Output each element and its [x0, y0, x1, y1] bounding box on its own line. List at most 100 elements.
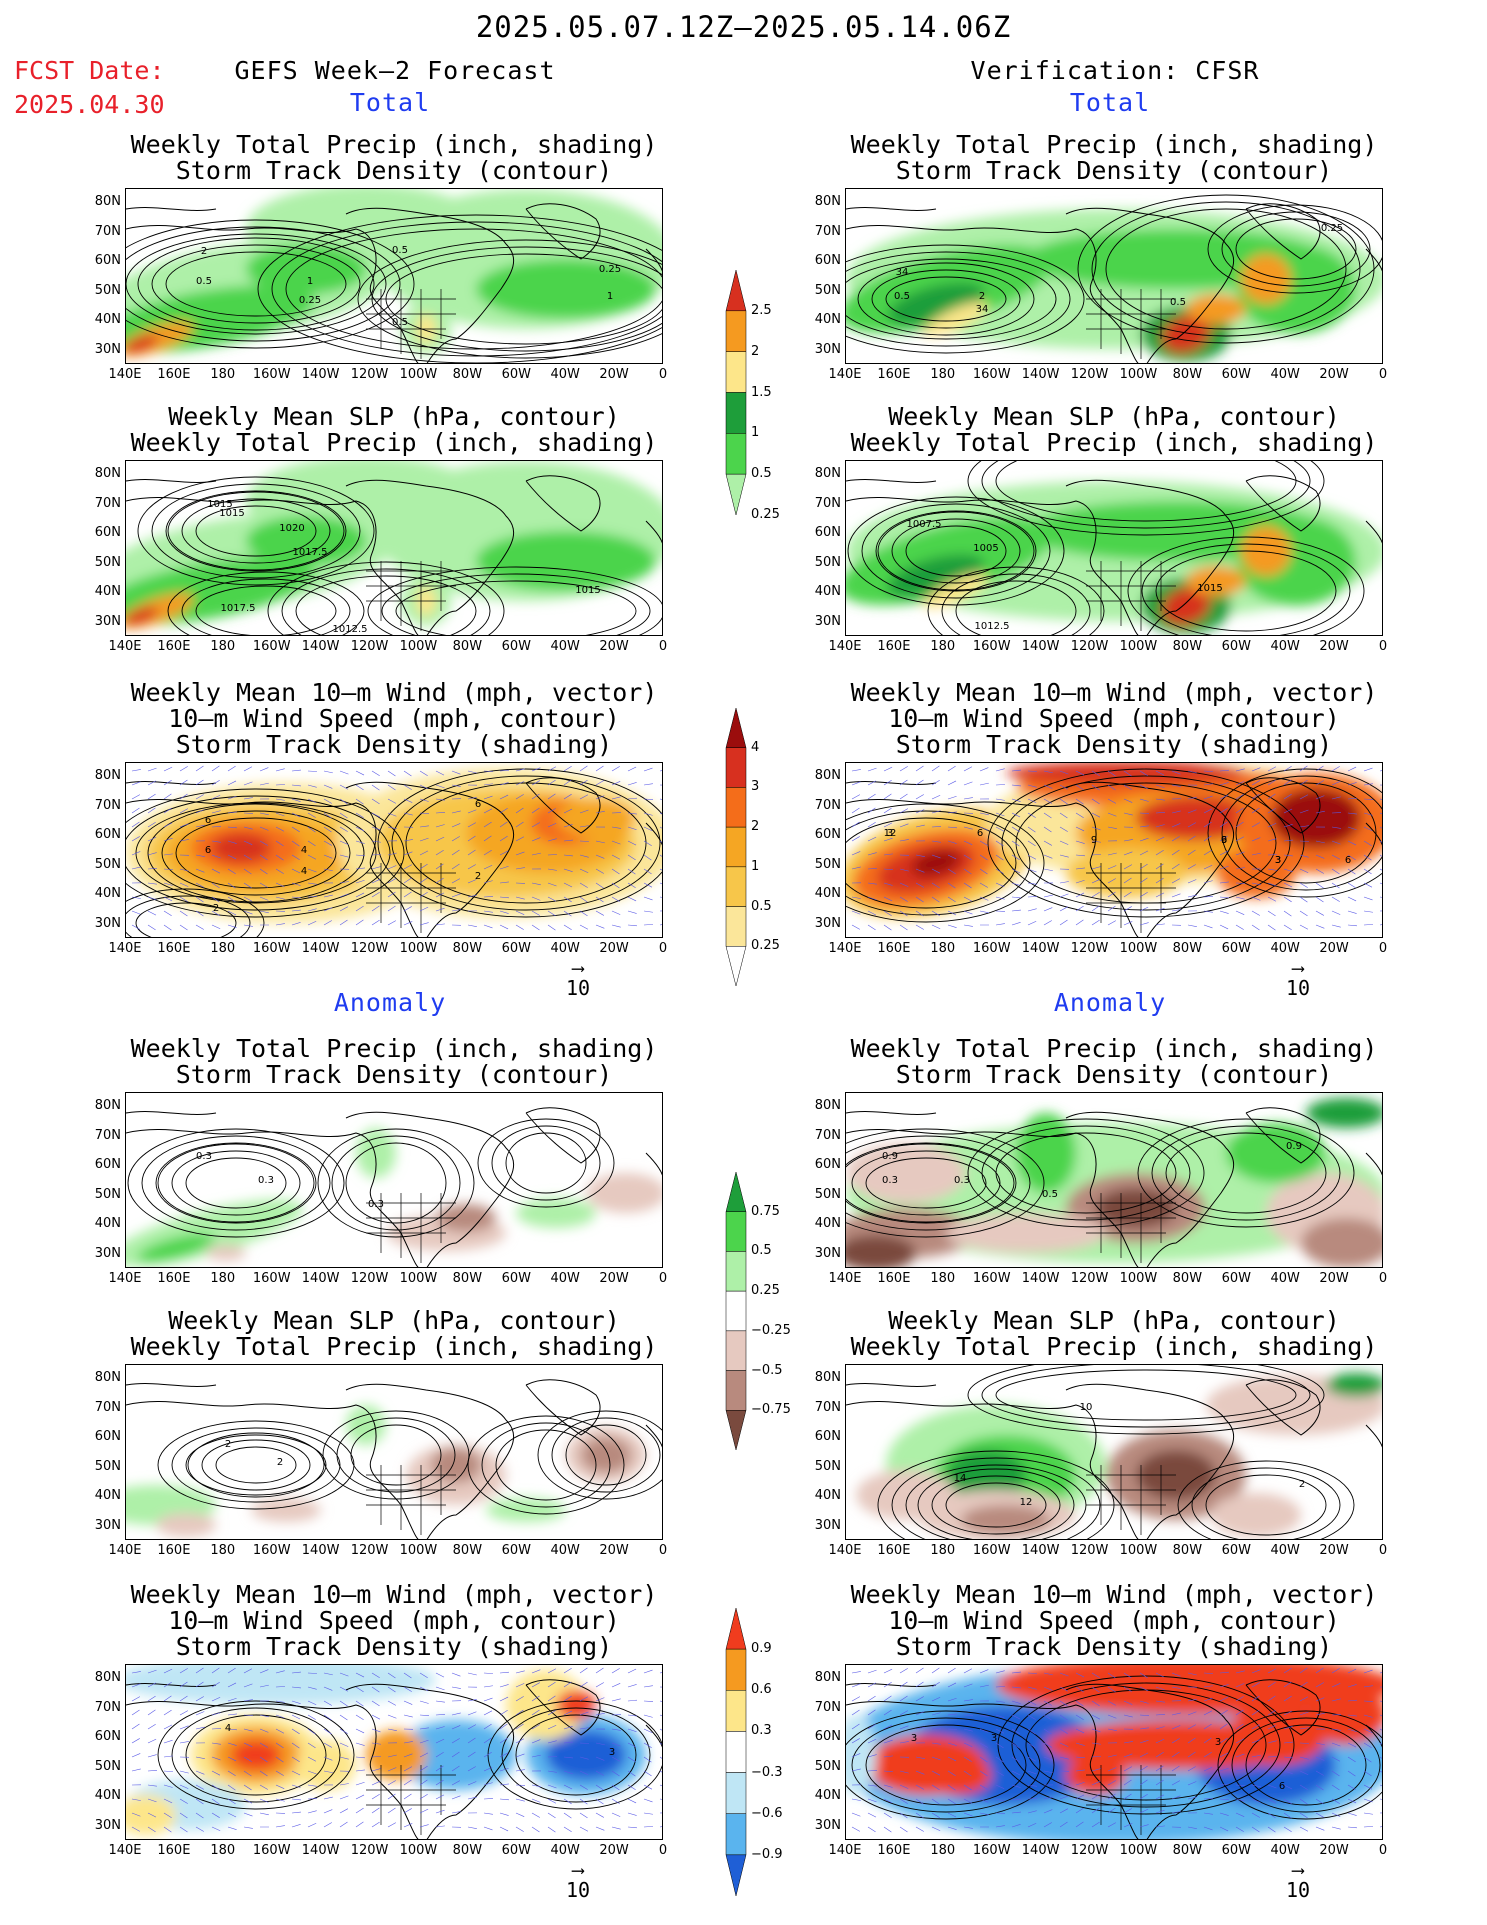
gefs-wanom-lat-label: 60N	[94, 1729, 121, 1744]
cfsr-wind-wind-vector	[1091, 854, 1101, 856]
cfsr-wanom-wind-vector	[1187, 1672, 1197, 1676]
gefs-wanom-lon-label: 40W	[550, 1843, 580, 1858]
cfsr-wanom-wind-vector	[899, 1798, 908, 1804]
gefs-wind-contour	[126, 888, 265, 937]
gefs-wind-wind-vector	[211, 910, 220, 916]
cfsr-wind-wind-vector	[963, 797, 973, 800]
gefs-wanom-wind-vector	[595, 1826, 605, 1831]
gefs-wind-wind-vector	[499, 821, 508, 828]
cfsr-wanom-wind-vector	[1347, 1826, 1357, 1829]
gefs-wind-wind-vector	[147, 780, 157, 786]
cfsr-wind-lon-label: 120W	[1070, 941, 1109, 956]
cfsr-wanom-wind-vector	[1139, 1779, 1148, 1786]
gefs-wanom-wind-vector	[179, 1741, 189, 1744]
cfsr-wanom-wind-vector	[851, 1738, 860, 1744]
cfsr-wanom-wind-vector	[931, 1696, 941, 1702]
cfsr-wind-wind-vector	[931, 868, 941, 874]
cfsr-sanom-contour	[1191, 1467, 1341, 1539]
cfsr-wind-wind-vector	[1091, 798, 1100, 805]
cfsr-wanom-wind-vector	[1091, 1714, 1101, 1720]
storm_anom-colorbar-segment	[725, 1608, 747, 1650]
cfsr-wanom-wind-vector	[1235, 1812, 1245, 1817]
cfsr-wind-wind-vector	[1011, 784, 1021, 787]
gefs-wanom-wind-vector	[355, 1756, 365, 1759]
cfsr-wanom-wind-vector	[1219, 1737, 1228, 1744]
gefs-wanom-wind-vector	[147, 1812, 157, 1818]
gefs-wanom-wind-vector	[595, 1798, 604, 1805]
cfsr-precip-contour	[1105, 208, 1347, 330]
cfsr-wanom-wind-vector	[1027, 1686, 1037, 1690]
cfsr-sanom-shade-region	[1326, 1373, 1382, 1397]
gefs-wanom-wind-vector	[627, 1668, 637, 1674]
cfsr-wind-wind-vector	[1171, 909, 1181, 912]
cfsr-wanom-lon-label: 0	[1378, 1843, 1388, 1858]
cfsr-wind-wind-vector	[1347, 868, 1356, 875]
cfsr-wind-wind-vector	[1283, 868, 1293, 872]
gefs-precip-contour	[126, 219, 415, 349]
cfsr-wanom-wind-vector	[947, 1682, 957, 1688]
gefs-wanom-lon-label: 0	[658, 1843, 668, 1858]
gefs-wanom-wind-vector	[259, 1798, 269, 1803]
cfsr-wind-wind-vector	[931, 910, 940, 916]
gefs-sanom-lat-label: 50N	[94, 1458, 121, 1474]
cfsr-precip-contour-label: 34	[976, 304, 989, 315]
gefs-wanom-wind-vector	[179, 1770, 189, 1774]
cfsr-wind-wind-vector	[915, 765, 924, 772]
cfsr-wind-wind-vector	[1283, 824, 1293, 828]
cfsr-wanom-wind-vector	[1107, 1714, 1117, 1719]
gefs-wanom-wind-vector	[483, 1685, 493, 1688]
gefs-wanom-wind-vector	[179, 1725, 189, 1730]
gefs-wanom-shade-region	[126, 1665, 436, 1705]
cfsr-wind-contour	[1001, 775, 1291, 911]
cfsr-wind-wind-vector	[867, 836, 877, 842]
gefs-wanom-wind-vector	[355, 1700, 364, 1707]
gefs-wanom-wind-vector	[211, 1798, 220, 1805]
cfsr-wind-wind-vector	[1203, 770, 1213, 772]
gefs-wanom-wind-vector	[643, 1714, 653, 1718]
gefs-slp-lat-label: 80N	[94, 466, 121, 481]
gefs-slp-contour	[195, 585, 337, 635]
cfsr-wanom-wind-vector	[1107, 1767, 1117, 1772]
gefs-wanom-wind-vector	[371, 1794, 380, 1800]
gefs-sanom-lon-label: 80W	[452, 1543, 483, 1558]
gefs-wanom-wind-vector	[131, 1671, 141, 1674]
gefs-wanom-wind-vector	[259, 1669, 269, 1674]
cfsr-wanom-wind-vector	[867, 1826, 876, 1833]
cfsr-wind-wind-vector	[1059, 881, 1069, 884]
cfsr-sanom-lon-label: 100W	[1119, 1543, 1158, 1558]
gefs-slp-contour	[267, 561, 505, 635]
gefs-wanom-wind-vector	[595, 1712, 605, 1716]
gefs-wind-wind-vector	[131, 910, 141, 915]
cfsr-wanom-wind-vector	[947, 1667, 956, 1674]
gefs-wind-wind-vector	[659, 896, 662, 898]
gefs-wind-contour-label: 2	[475, 871, 481, 882]
gefs-precip-lon-label: 60W	[501, 367, 531, 382]
gefs-precip-contour	[137, 237, 375, 331]
gefs-wanom-wind-vector	[211, 1696, 221, 1702]
gefs-wind-wind-vector	[563, 868, 573, 872]
gefs-wind-wind-vector	[499, 881, 509, 884]
cfsr-sanom-lat-label: 50N	[814, 1458, 841, 1474]
gefs-wanom-wind-vector	[147, 1770, 157, 1772]
cfsr-wanom-wind-vector	[915, 1770, 925, 1775]
cfsr-wind-wind-vector	[1235, 794, 1244, 800]
gefs-wanom-wind-vector	[579, 1681, 588, 1688]
cfsr-panom-lat-label: 40N	[814, 1216, 841, 1231]
storm_total-colorbar-segment	[725, 747, 747, 788]
precip_total-colorbar-label: 2	[751, 343, 760, 359]
gefs-wanom-wind-vector	[451, 1811, 461, 1814]
gefs-wanom-wind-vector	[547, 1740, 557, 1744]
gefs-wanom-wind-vector	[547, 1725, 557, 1730]
gefs-wind-wind-vector	[435, 923, 445, 926]
cfsr-wind-wind-vector	[1107, 798, 1117, 804]
cfsr-wind-wind-vector	[867, 910, 877, 916]
gefs-wind-wind-vector	[323, 812, 332, 819]
gefs-wanom-wind-vector	[515, 1738, 525, 1744]
cfsr-wind-wind-vector	[1283, 854, 1293, 857]
gefs-wanom-wind-vector	[451, 1738, 460, 1744]
gefs-wanom-wind-vector	[355, 1781, 365, 1786]
gefs-wind-wind-vector	[339, 854, 349, 858]
gefs-wanom-wind-vector	[195, 1667, 204, 1674]
cfsr-wanom-wind-vector	[1299, 1667, 1308, 1674]
